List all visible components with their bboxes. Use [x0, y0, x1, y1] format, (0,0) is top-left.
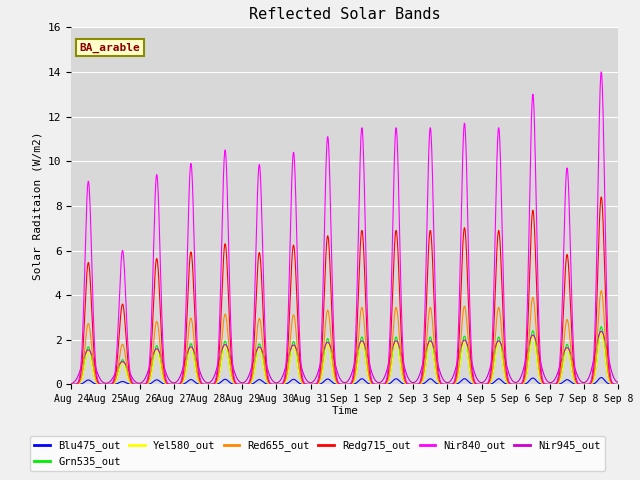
Redg715_out	[614, 382, 622, 387]
Yel580_out	[609, 381, 616, 387]
Blu475_out	[415, 382, 422, 387]
Legend: Blu475_out, Grn535_out, Yel580_out, Red655_out, Redg715_out, Nir840_out, Nir945_: Blu475_out, Grn535_out, Yel580_out, Red6…	[30, 436, 605, 471]
Red655_out	[531, 306, 539, 312]
Line: Nir840_out: Nir840_out	[71, 72, 618, 384]
Redg715_out	[179, 371, 187, 376]
Red655_out	[463, 322, 471, 327]
Blu475_out	[609, 382, 616, 387]
Redg715_out	[498, 283, 506, 288]
Blu475_out	[67, 382, 75, 387]
Redg715_out	[609, 381, 616, 386]
Nir945_out	[609, 371, 616, 377]
Grn535_out	[67, 382, 75, 387]
Nir840_out	[179, 363, 187, 369]
Redg715_out	[67, 382, 75, 387]
Line: Red655_out: Red655_out	[71, 291, 618, 384]
Blu475_out	[498, 378, 506, 384]
Nir840_out	[531, 131, 539, 137]
Grn535_out	[597, 324, 605, 329]
Redg715_out	[463, 262, 471, 268]
Nir945_out	[531, 335, 539, 340]
Grn535_out	[531, 335, 539, 341]
Blu475_out	[597, 375, 605, 381]
Yel580_out	[597, 330, 605, 336]
Yel580_out	[498, 354, 506, 360]
Nir840_out	[609, 380, 616, 386]
Nir840_out	[498, 216, 506, 222]
Nir945_out	[67, 381, 75, 386]
Grn535_out	[498, 351, 506, 357]
Yel580_out	[179, 379, 187, 384]
Red655_out	[614, 382, 622, 387]
Redg715_out	[415, 381, 422, 387]
Nir840_out	[597, 69, 605, 75]
Grn535_out	[179, 378, 187, 384]
Line: Blu475_out: Blu475_out	[71, 378, 618, 384]
Grn535_out	[463, 345, 471, 350]
Grn535_out	[614, 382, 622, 387]
Redg715_out	[597, 194, 605, 200]
Nir840_out	[463, 182, 471, 188]
Nir945_out	[498, 344, 506, 349]
Text: BA_arable: BA_arable	[79, 43, 140, 53]
Red655_out	[415, 381, 422, 387]
Blu475_out	[531, 376, 539, 382]
Nir840_out	[614, 382, 622, 387]
Red655_out	[498, 332, 506, 338]
Nir840_out	[415, 381, 422, 386]
Y-axis label: Solar Raditaion (W/m2): Solar Raditaion (W/m2)	[33, 132, 42, 280]
Redg715_out	[531, 231, 539, 237]
Yel580_out	[67, 382, 75, 387]
Red655_out	[179, 376, 187, 382]
Nir945_out	[614, 380, 622, 385]
Yel580_out	[463, 348, 471, 354]
Red655_out	[609, 381, 616, 387]
Yel580_out	[415, 382, 422, 387]
Red655_out	[597, 288, 605, 294]
Nir945_out	[597, 328, 605, 334]
Yel580_out	[614, 382, 622, 387]
Line: Grn535_out: Grn535_out	[71, 326, 618, 384]
Blu475_out	[614, 382, 622, 387]
Blu475_out	[463, 377, 471, 383]
Grn535_out	[415, 382, 422, 387]
Line: Redg715_out: Redg715_out	[71, 197, 618, 384]
Blu475_out	[179, 381, 187, 387]
Red655_out	[67, 382, 75, 387]
Title: Reflected Solar Bands: Reflected Solar Bands	[249, 7, 440, 22]
Grn535_out	[609, 381, 616, 387]
Yel580_out	[531, 340, 539, 346]
X-axis label: Time: Time	[332, 406, 358, 416]
Nir945_out	[415, 374, 422, 380]
Line: Yel580_out: Yel580_out	[71, 333, 618, 384]
Line: Nir945_out: Nir945_out	[71, 331, 618, 384]
Nir945_out	[463, 341, 471, 347]
Nir945_out	[179, 364, 187, 370]
Nir840_out	[67, 382, 75, 387]
